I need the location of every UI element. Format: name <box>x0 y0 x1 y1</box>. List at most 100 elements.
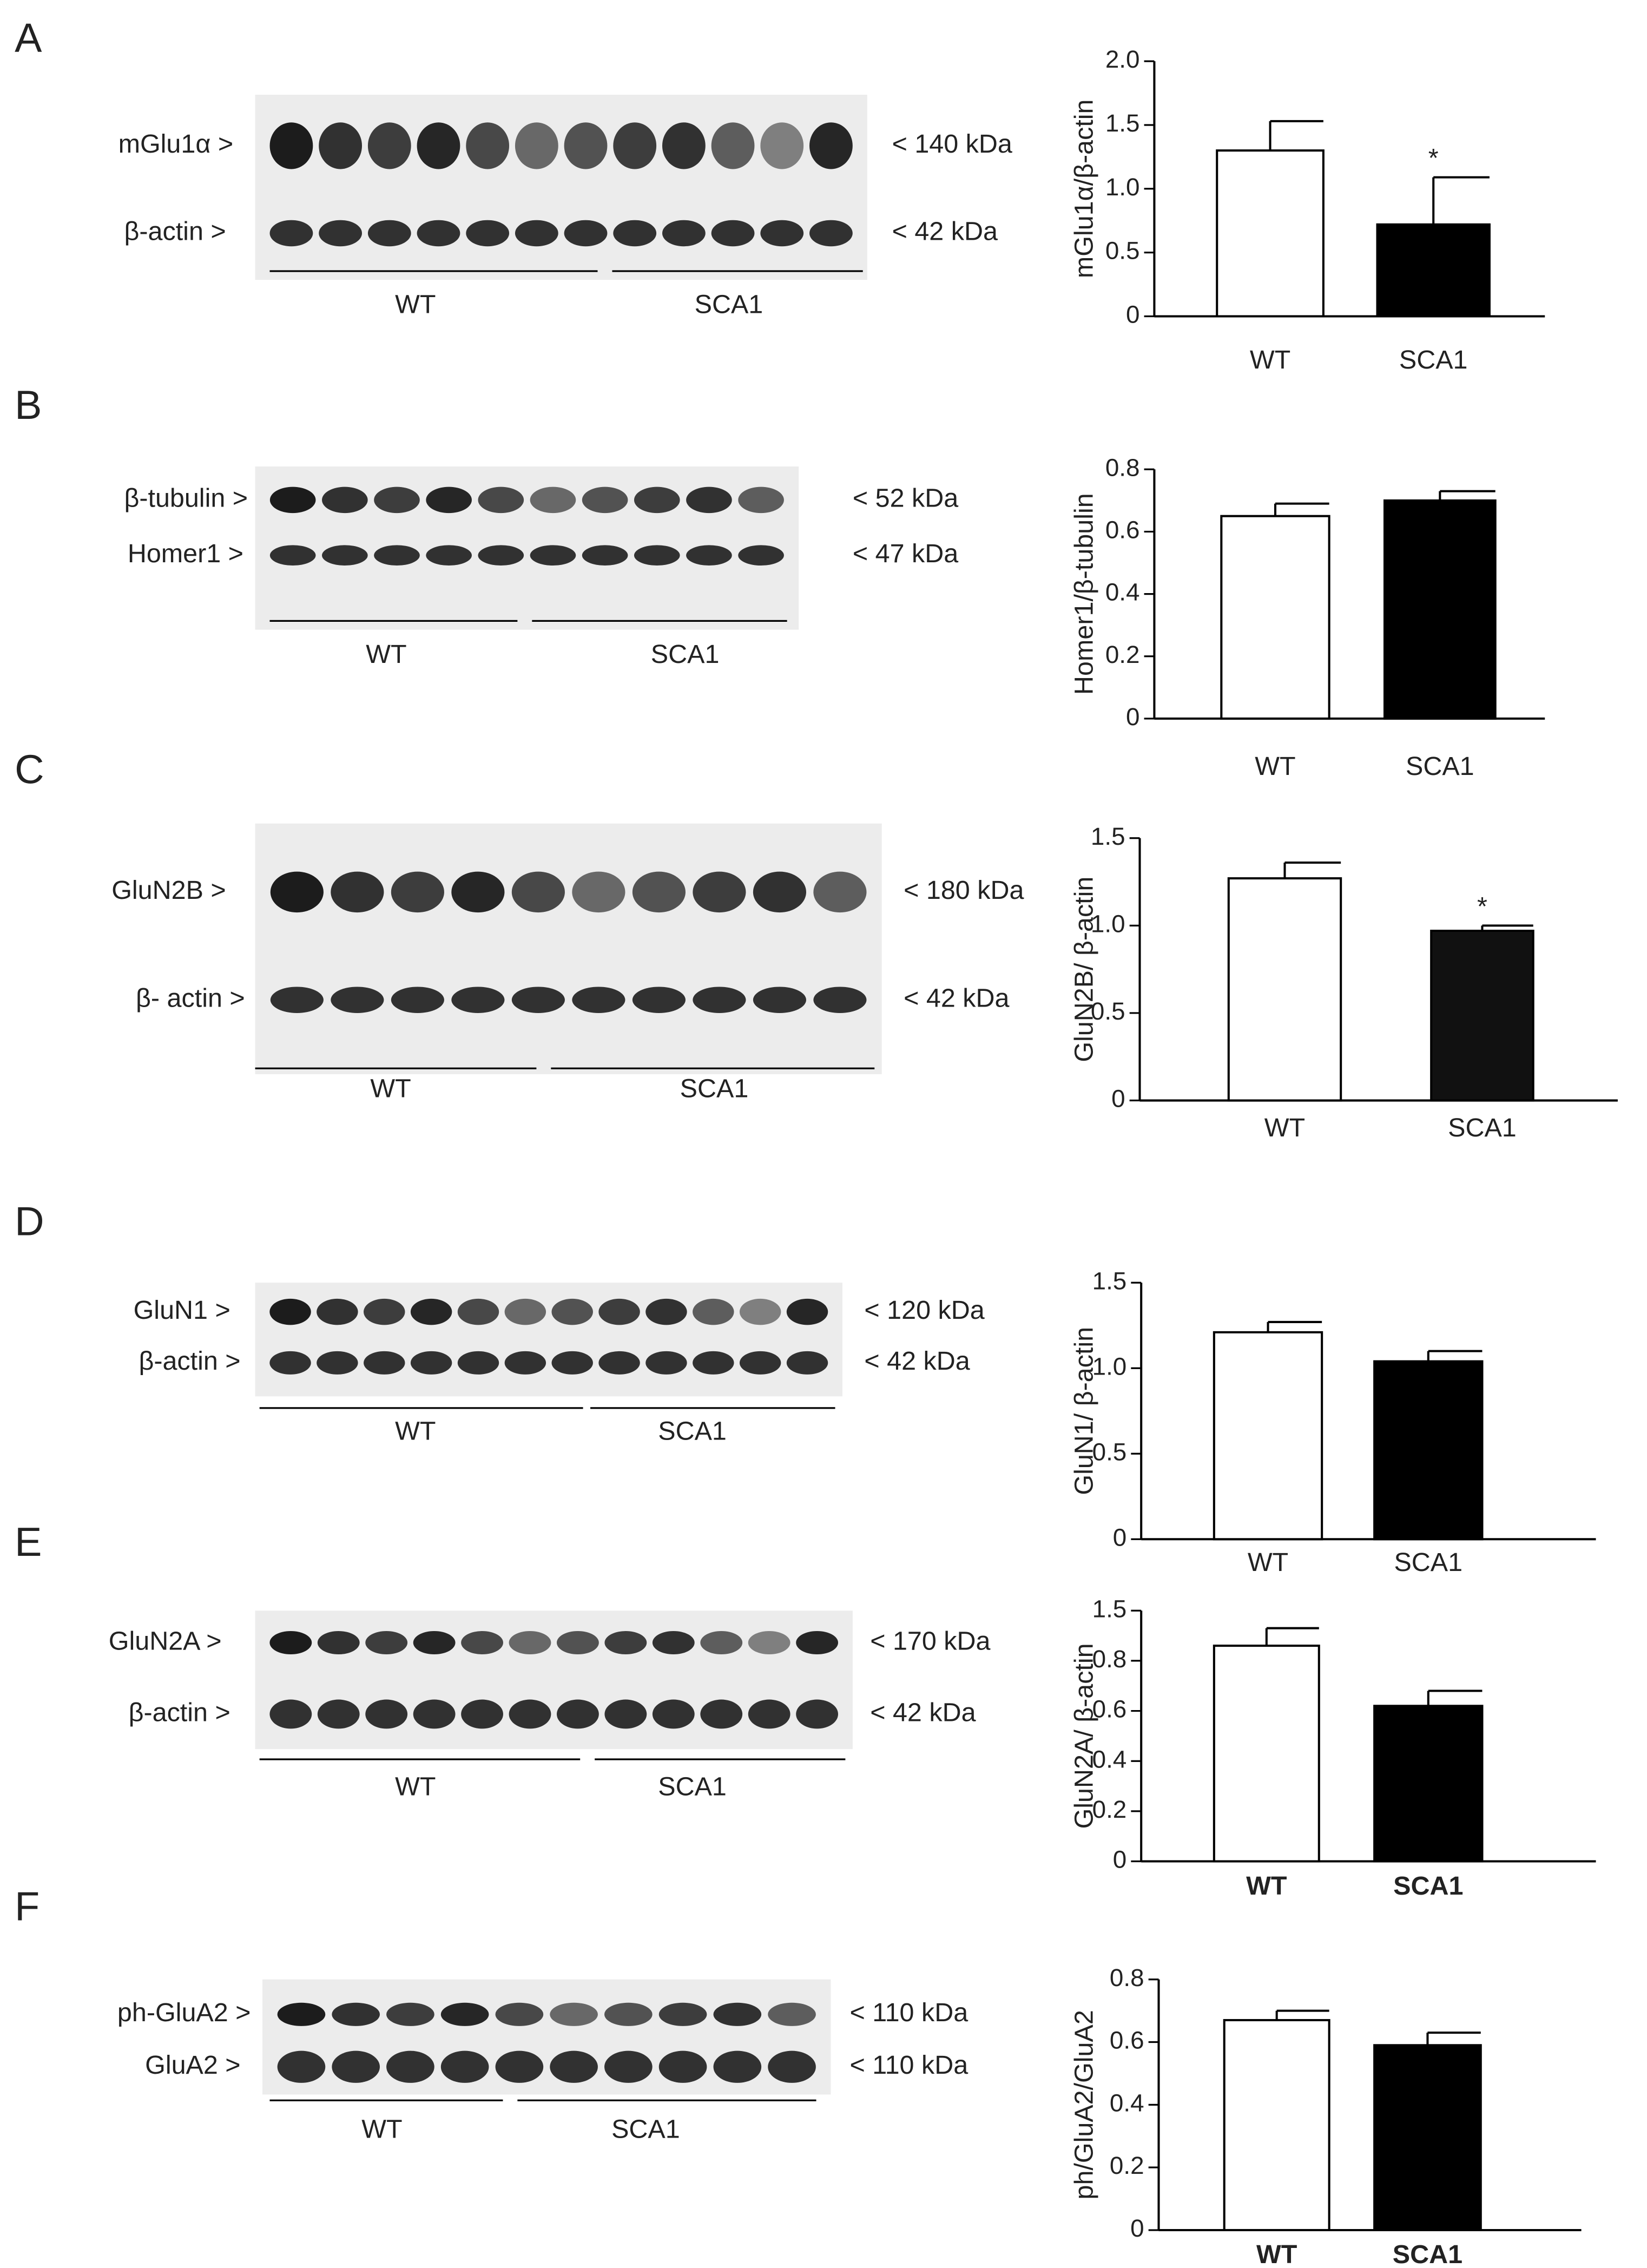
y-tick-label: 0.5 <box>1091 997 1125 1025</box>
y-tick-label: 0.8 <box>1110 1964 1144 1991</box>
blot-band <box>269 220 313 247</box>
bar <box>1216 149 1325 318</box>
bar <box>1220 515 1330 720</box>
x-tick-label: SCA1 <box>1393 2240 1462 2268</box>
size-label: < 110 kDa <box>849 2050 968 2080</box>
y-tick-label: 0.6 <box>1105 516 1140 544</box>
blot-band <box>367 122 411 169</box>
blot-band <box>786 1298 828 1325</box>
blot-band <box>564 122 608 169</box>
blot-band <box>319 220 363 247</box>
blot-band <box>511 987 565 1013</box>
blot-band <box>417 220 460 247</box>
x-tick-label: SCA1 <box>1394 1548 1462 1577</box>
blot-band <box>693 871 746 913</box>
blot-band <box>598 1298 640 1325</box>
blot-band <box>365 1699 408 1729</box>
y-tick-label: 2.0 <box>1105 45 1140 73</box>
blot-band <box>511 871 565 913</box>
x-tick-label: WT <box>1250 345 1290 374</box>
blot-band <box>713 2002 762 2026</box>
blot-band <box>374 545 420 566</box>
blot-band <box>693 1298 734 1325</box>
y-tick-label: 1.0 <box>1105 173 1140 201</box>
group-label: SCA1 <box>695 290 763 319</box>
blot-band <box>711 220 755 247</box>
y-axis-label: GluN1/ β-actin <box>1070 1327 1099 1495</box>
blot-band <box>269 1351 311 1375</box>
blot-band <box>478 545 524 566</box>
blot-band <box>332 2050 380 2083</box>
bar <box>1213 1331 1323 1541</box>
x-tick-label: WT <box>1264 1113 1305 1142</box>
group-label: SCA1 <box>611 2115 680 2144</box>
panel-letter: A <box>15 15 42 60</box>
blot-band <box>451 871 505 913</box>
y-axis-label: mGlu1α/β-actin <box>1070 99 1099 278</box>
blot-band <box>269 1699 312 1729</box>
blot-band <box>557 1631 599 1655</box>
y-tick-label: 0.8 <box>1105 453 1140 481</box>
blot-band <box>386 2050 434 2083</box>
y-tick-label: 0.4 <box>1105 578 1140 606</box>
blot-band <box>652 1631 695 1655</box>
blot-image <box>255 1610 853 1750</box>
blot-band <box>509 1631 551 1655</box>
blot-band <box>367 220 411 247</box>
y-tick-label: 1.0 <box>1092 1352 1127 1380</box>
blot-band <box>713 2050 762 2083</box>
blot-band <box>417 122 460 169</box>
blot-band <box>658 2002 707 2026</box>
blot-band <box>365 1631 408 1655</box>
blot-band <box>604 1631 647 1655</box>
group-label: SCA1 <box>658 1772 727 1802</box>
y-axis-label: GluN2A/ β-actin <box>1070 1643 1099 1829</box>
blot-image <box>255 823 882 1075</box>
group-label: WT <box>366 640 406 669</box>
blot-band <box>748 1699 790 1729</box>
blot-band <box>495 2050 544 2083</box>
y-tick-label: 0.4 <box>1110 2089 1144 2116</box>
blot-band <box>478 487 524 514</box>
blot-band <box>572 987 625 1013</box>
blot-band <box>634 487 680 514</box>
blot-band <box>317 1631 360 1655</box>
row-label: Homer1 > <box>128 539 243 568</box>
bar <box>1213 1645 1320 1863</box>
blot-band <box>658 2050 707 2083</box>
blot-band <box>509 1699 551 1729</box>
blot-band <box>582 545 628 566</box>
bar <box>1430 930 1534 1102</box>
blot-band <box>738 545 784 566</box>
blot-band <box>461 1631 503 1655</box>
blot-band <box>410 1298 452 1325</box>
size-label: < 110 kDa <box>849 1998 968 2027</box>
size-label: < 180 kDa <box>904 876 1024 905</box>
blot-band <box>693 1351 734 1375</box>
y-tick-label: 0.2 <box>1092 1796 1127 1823</box>
blot-band <box>693 987 746 1013</box>
row-label: β-tubulin > <box>124 484 248 513</box>
row-label: β-actin > <box>129 1698 230 1727</box>
x-tick-label: SCA1 <box>1399 345 1468 374</box>
size-label: < 120 kDa <box>864 1296 984 1325</box>
blot-band <box>440 2002 489 2026</box>
blot-band <box>426 545 472 566</box>
blot-band <box>738 487 784 514</box>
blot-band <box>686 487 732 514</box>
size-label: < 42 kDa <box>904 984 1009 1013</box>
row-label: ph-GluA2 > <box>117 1998 251 2027</box>
blot-band <box>582 487 628 514</box>
blot-band <box>645 1298 687 1325</box>
panel-letter: B <box>15 382 42 428</box>
blot-band <box>572 871 625 913</box>
blot-band <box>700 1699 743 1729</box>
y-tick-label: 0.4 <box>1092 1745 1127 1773</box>
row-label: GluN1 > <box>134 1296 230 1325</box>
blot-band <box>768 2002 816 2026</box>
blot-band <box>413 1631 456 1655</box>
row-label: GluN2B > <box>111 876 226 905</box>
x-tick-label: SCA1 <box>1448 1113 1517 1142</box>
blot-band <box>809 220 853 247</box>
blot-band <box>530 487 576 514</box>
